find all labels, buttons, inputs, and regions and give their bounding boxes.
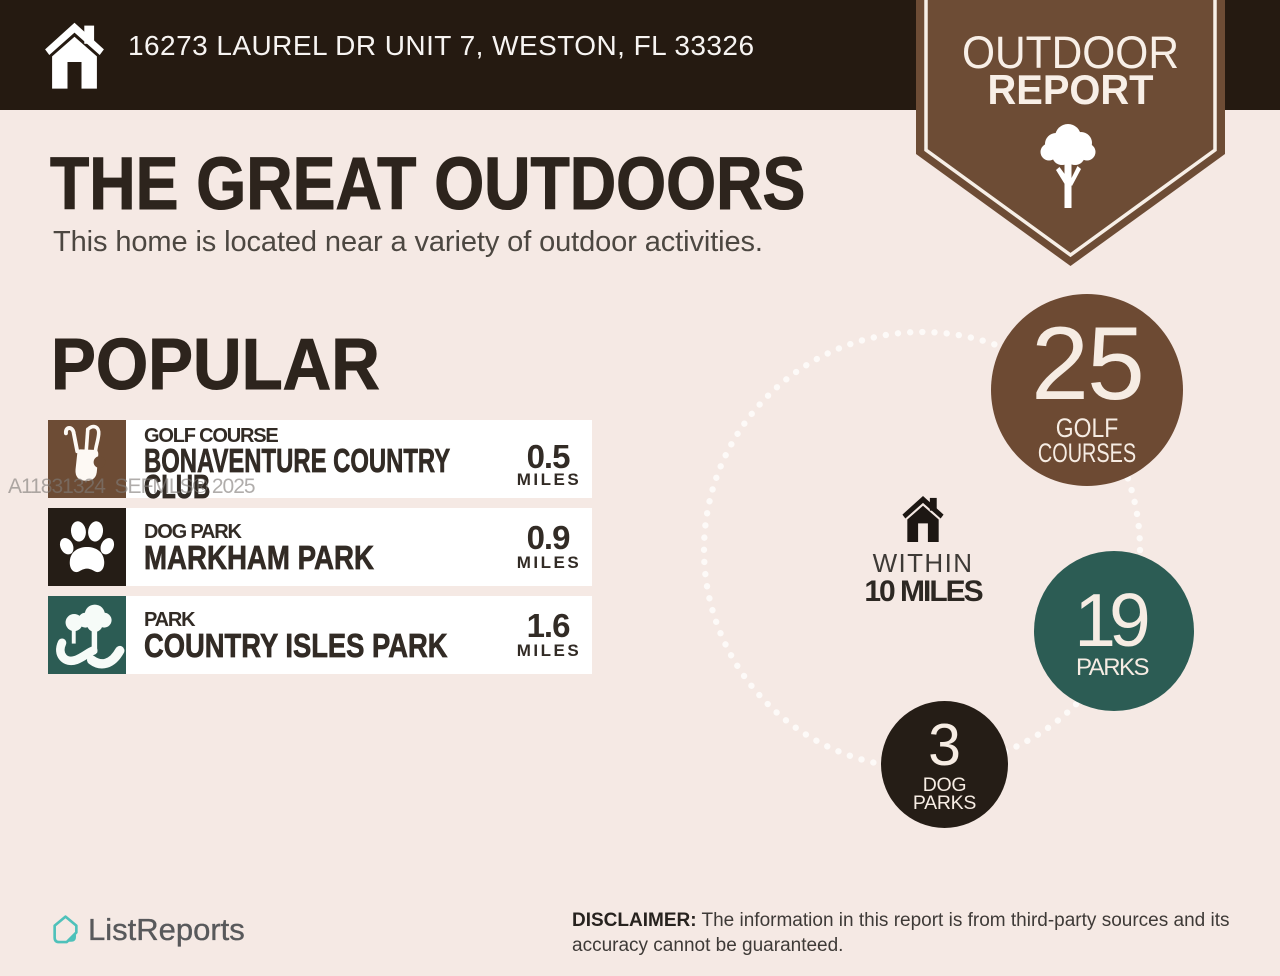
svg-text:REPORT: REPORT — [988, 66, 1154, 113]
svg-text:OUTDOOR: OUTDOOR — [962, 27, 1179, 78]
